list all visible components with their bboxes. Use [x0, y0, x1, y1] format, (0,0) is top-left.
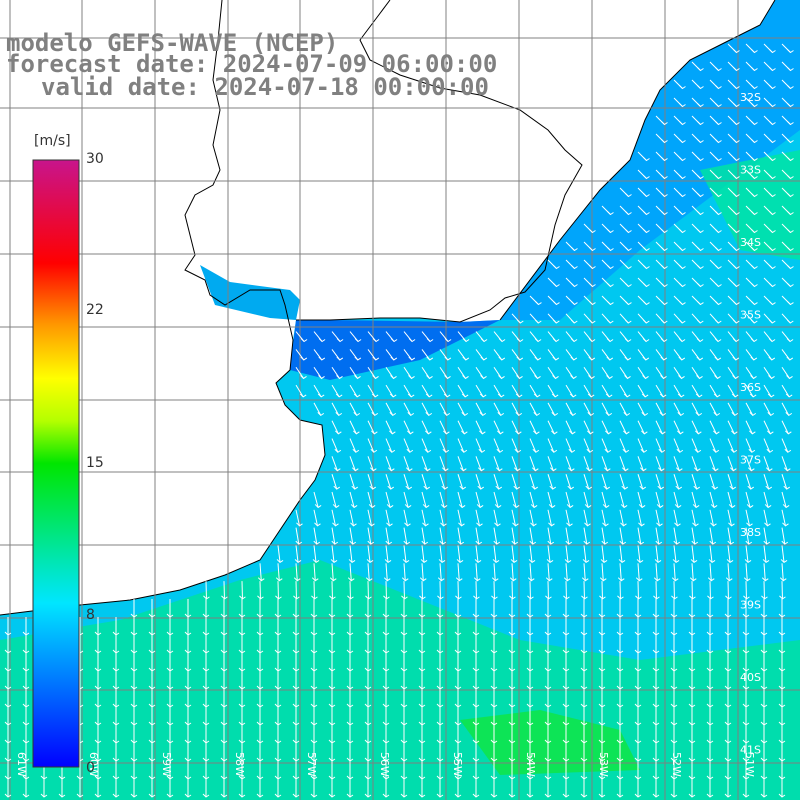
valid-date: valid date: 2024-07-18 00:00:00 — [41, 73, 489, 101]
longitude-label: 56W — [378, 752, 391, 777]
longitude-labels: 61W 60W 59W 58W 57W 56W 55W 54W 53W 52W 51W — [15, 752, 756, 777]
longitude-label: 60W — [87, 752, 100, 777]
colorbar — [32, 159, 80, 768]
latitude-labels: 32S 33S 34S 35S 36S 37S 38S 39S 40S 41S — [740, 91, 761, 757]
latitude-label: 32S — [740, 91, 761, 104]
forecast-date: forecast date: 2024-07-09 06:00:00 — [6, 50, 498, 78]
longitude-label: 53W — [597, 752, 610, 777]
model-title: modelo GEFS-WAVE (NCEP) — [6, 29, 339, 57]
latitude-label: 33S — [740, 164, 761, 177]
longitude-label: 55W — [451, 752, 464, 777]
colorbar-tick: 22 — [86, 302, 104, 318]
longitude-label: 54W — [524, 752, 537, 777]
colorbar-tick: 15 — [86, 455, 104, 471]
latitude-label: 36S — [740, 381, 761, 394]
latitude-label: 34S — [740, 236, 761, 249]
latitude-label: 41S — [740, 744, 761, 757]
longitude-label: 61W — [15, 752, 28, 777]
latitude-label: 37S — [740, 454, 761, 467]
longitude-label: 58W — [233, 752, 246, 777]
longitude-label: 52W — [670, 752, 683, 777]
longitude-label: 59W — [160, 752, 173, 777]
coastline — [0, 0, 776, 616]
latitude-label: 38S — [740, 526, 761, 539]
latitude-label: 35S — [740, 309, 761, 322]
longitude-label: 51W — [743, 752, 756, 777]
colorbar-tick: 30 — [86, 151, 104, 167]
latitude-label: 40S — [740, 671, 761, 684]
colorbar-tick: 8 — [86, 607, 95, 623]
wind-vectors — [4, 43, 794, 798]
longitude-label: 57W — [305, 752, 318, 777]
latitude-label: 39S — [740, 599, 761, 612]
colorbar-tick: 0 — [86, 760, 95, 776]
colorbar-unit: [m/s] — [34, 133, 71, 149]
